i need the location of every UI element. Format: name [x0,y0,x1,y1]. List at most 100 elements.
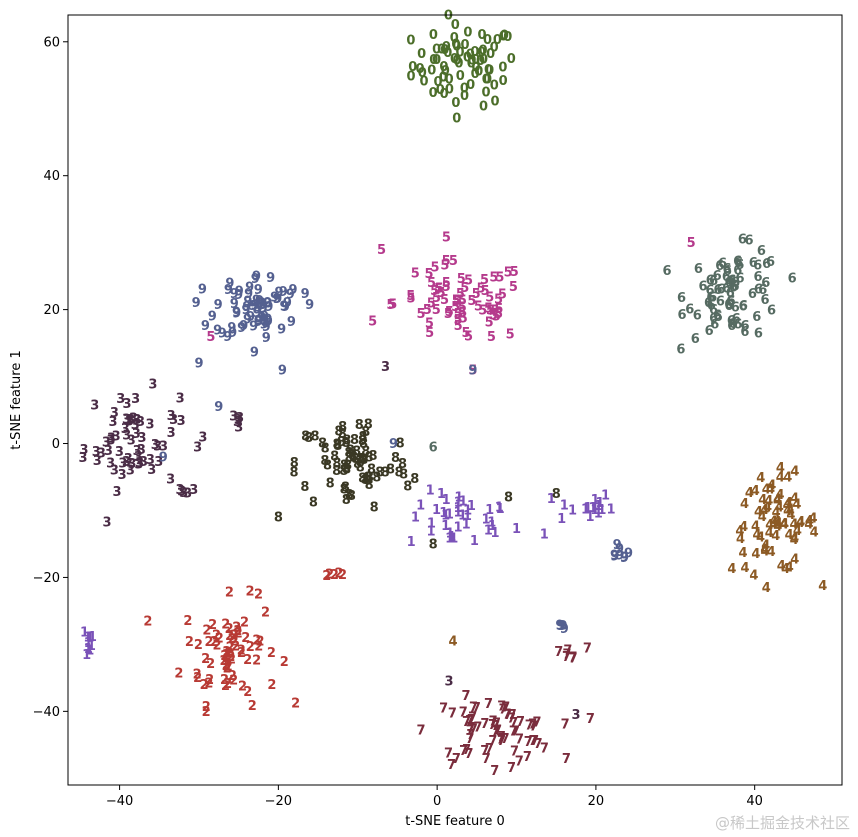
digit-point-0: 0 [417,47,426,62]
digit-point-5: 5 [453,294,462,309]
digit-point-0: 0 [471,67,480,82]
y-axis-ticks: −40 −20 0 20 40 60 [33,35,68,720]
digit-point-3: 3 [122,413,131,428]
digit-point-9: 9 [275,286,284,301]
digit-point-8: 8 [340,483,349,498]
digit-point-8: 8 [365,478,374,493]
digit-point-0: 0 [490,94,499,109]
digit-point-6: 6 [713,308,722,323]
digit-point-5: 5 [425,326,434,341]
digit-point-0: 0 [418,66,427,81]
digit-point-4: 4 [448,635,457,650]
digit-point-2: 2 [174,667,183,682]
digit-point-9: 9 [277,323,286,338]
digit-point-1: 1 [80,626,89,641]
digit-point-6: 6 [713,269,722,284]
digit-point-1: 1 [445,531,454,546]
digit-point-3: 3 [126,413,135,428]
digit-point-9: 9 [264,300,273,315]
digit-point-7: 7 [469,701,478,716]
digit-point-0: 0 [477,28,486,43]
digit-point-9: 9 [234,288,243,303]
digit-point-7: 7 [569,650,578,665]
digit-point-6: 6 [691,332,700,347]
digit-point-1: 1 [560,499,569,514]
digit-point-0: 0 [463,25,472,40]
digit-point-2: 2 [254,588,263,603]
digit-point-7: 7 [482,752,491,767]
digit-point-3: 3 [123,413,132,428]
digit-point-2: 2 [210,635,219,650]
digit-point-8: 8 [359,437,368,452]
digit-point-8: 8 [323,458,332,473]
digit-point-2: 2 [267,646,276,661]
y-tick-label: 60 [43,35,60,50]
digit-point-3: 3 [179,486,188,501]
digit-point-0: 0 [483,73,492,88]
digit-point-7: 7 [492,716,501,731]
digit-point-1: 1 [441,519,450,534]
digit-point-4: 4 [776,461,785,476]
digit-point-7: 7 [525,718,534,733]
digit-point-3: 3 [110,464,119,479]
digit-point-1: 1 [512,522,521,537]
digit-point-4: 4 [764,494,773,509]
digit-point-5: 5 [478,304,487,319]
digit-point-0: 0 [499,29,508,44]
digit-point-9: 9 [242,300,251,315]
digit-point-5: 5 [486,303,495,318]
digit-point-5: 5 [464,274,473,289]
digit-point-1: 1 [432,503,441,518]
digit-point-3: 3 [107,432,116,447]
digit-point-5: 5 [386,298,395,313]
digit-point-0: 0 [486,47,495,62]
digit-point-4: 4 [762,581,771,596]
digit-point-2: 2 [208,618,217,633]
digit-point-3: 3 [235,411,244,426]
digit-point-5: 5 [427,296,436,311]
digit-point-9: 9 [249,319,258,334]
digit-point-9: 9 [228,326,237,341]
digit-point-3: 3 [381,360,390,375]
digit-point-6: 6 [677,308,686,323]
digit-point-9: 9 [620,551,629,566]
digit-point-6: 6 [734,256,743,271]
digit-point-5: 5 [462,326,471,341]
digit-point-7: 7 [462,743,471,758]
digit-point-6: 6 [748,287,757,302]
digit-point-9: 9 [243,313,252,328]
digit-point-3: 3 [183,486,192,501]
digit-point-9: 9 [283,296,292,311]
digit-point-7: 7 [472,701,481,716]
digit-point-3: 3 [193,440,202,455]
digit-point-3: 3 [154,455,163,470]
digit-point-6: 6 [761,276,770,291]
digit-point-8: 8 [391,451,400,466]
digit-point-3: 3 [134,457,143,472]
digit-point-8: 8 [361,425,370,440]
digit-point-8: 8 [504,491,513,506]
digit-point-2: 2 [212,639,221,654]
digit-point-9: 9 [245,281,254,296]
digit-point-8: 8 [351,452,360,467]
digit-point-9: 9 [273,292,282,307]
digit-point-0: 0 [441,64,450,79]
digit-point-7: 7 [459,744,468,759]
digit-point-9: 9 [243,294,252,309]
digit-point-5: 5 [476,282,485,297]
digit-point-5: 5 [485,315,494,330]
digit-point-6: 6 [740,325,749,340]
digit-point-4: 4 [749,568,758,583]
digit-point-4: 4 [781,562,790,577]
digit-point-0: 0 [452,53,461,68]
digit-point-9: 9 [615,549,624,564]
digit-point-5: 5 [492,310,501,325]
digit-point-7: 7 [416,724,425,739]
digit-point-6: 6 [726,294,735,309]
digit-point-6: 6 [749,256,758,271]
digit-point-1: 1 [85,631,94,646]
digit-point-2: 2 [241,631,250,646]
digit-point-8: 8 [361,473,370,488]
digit-point-0: 0 [406,34,415,49]
